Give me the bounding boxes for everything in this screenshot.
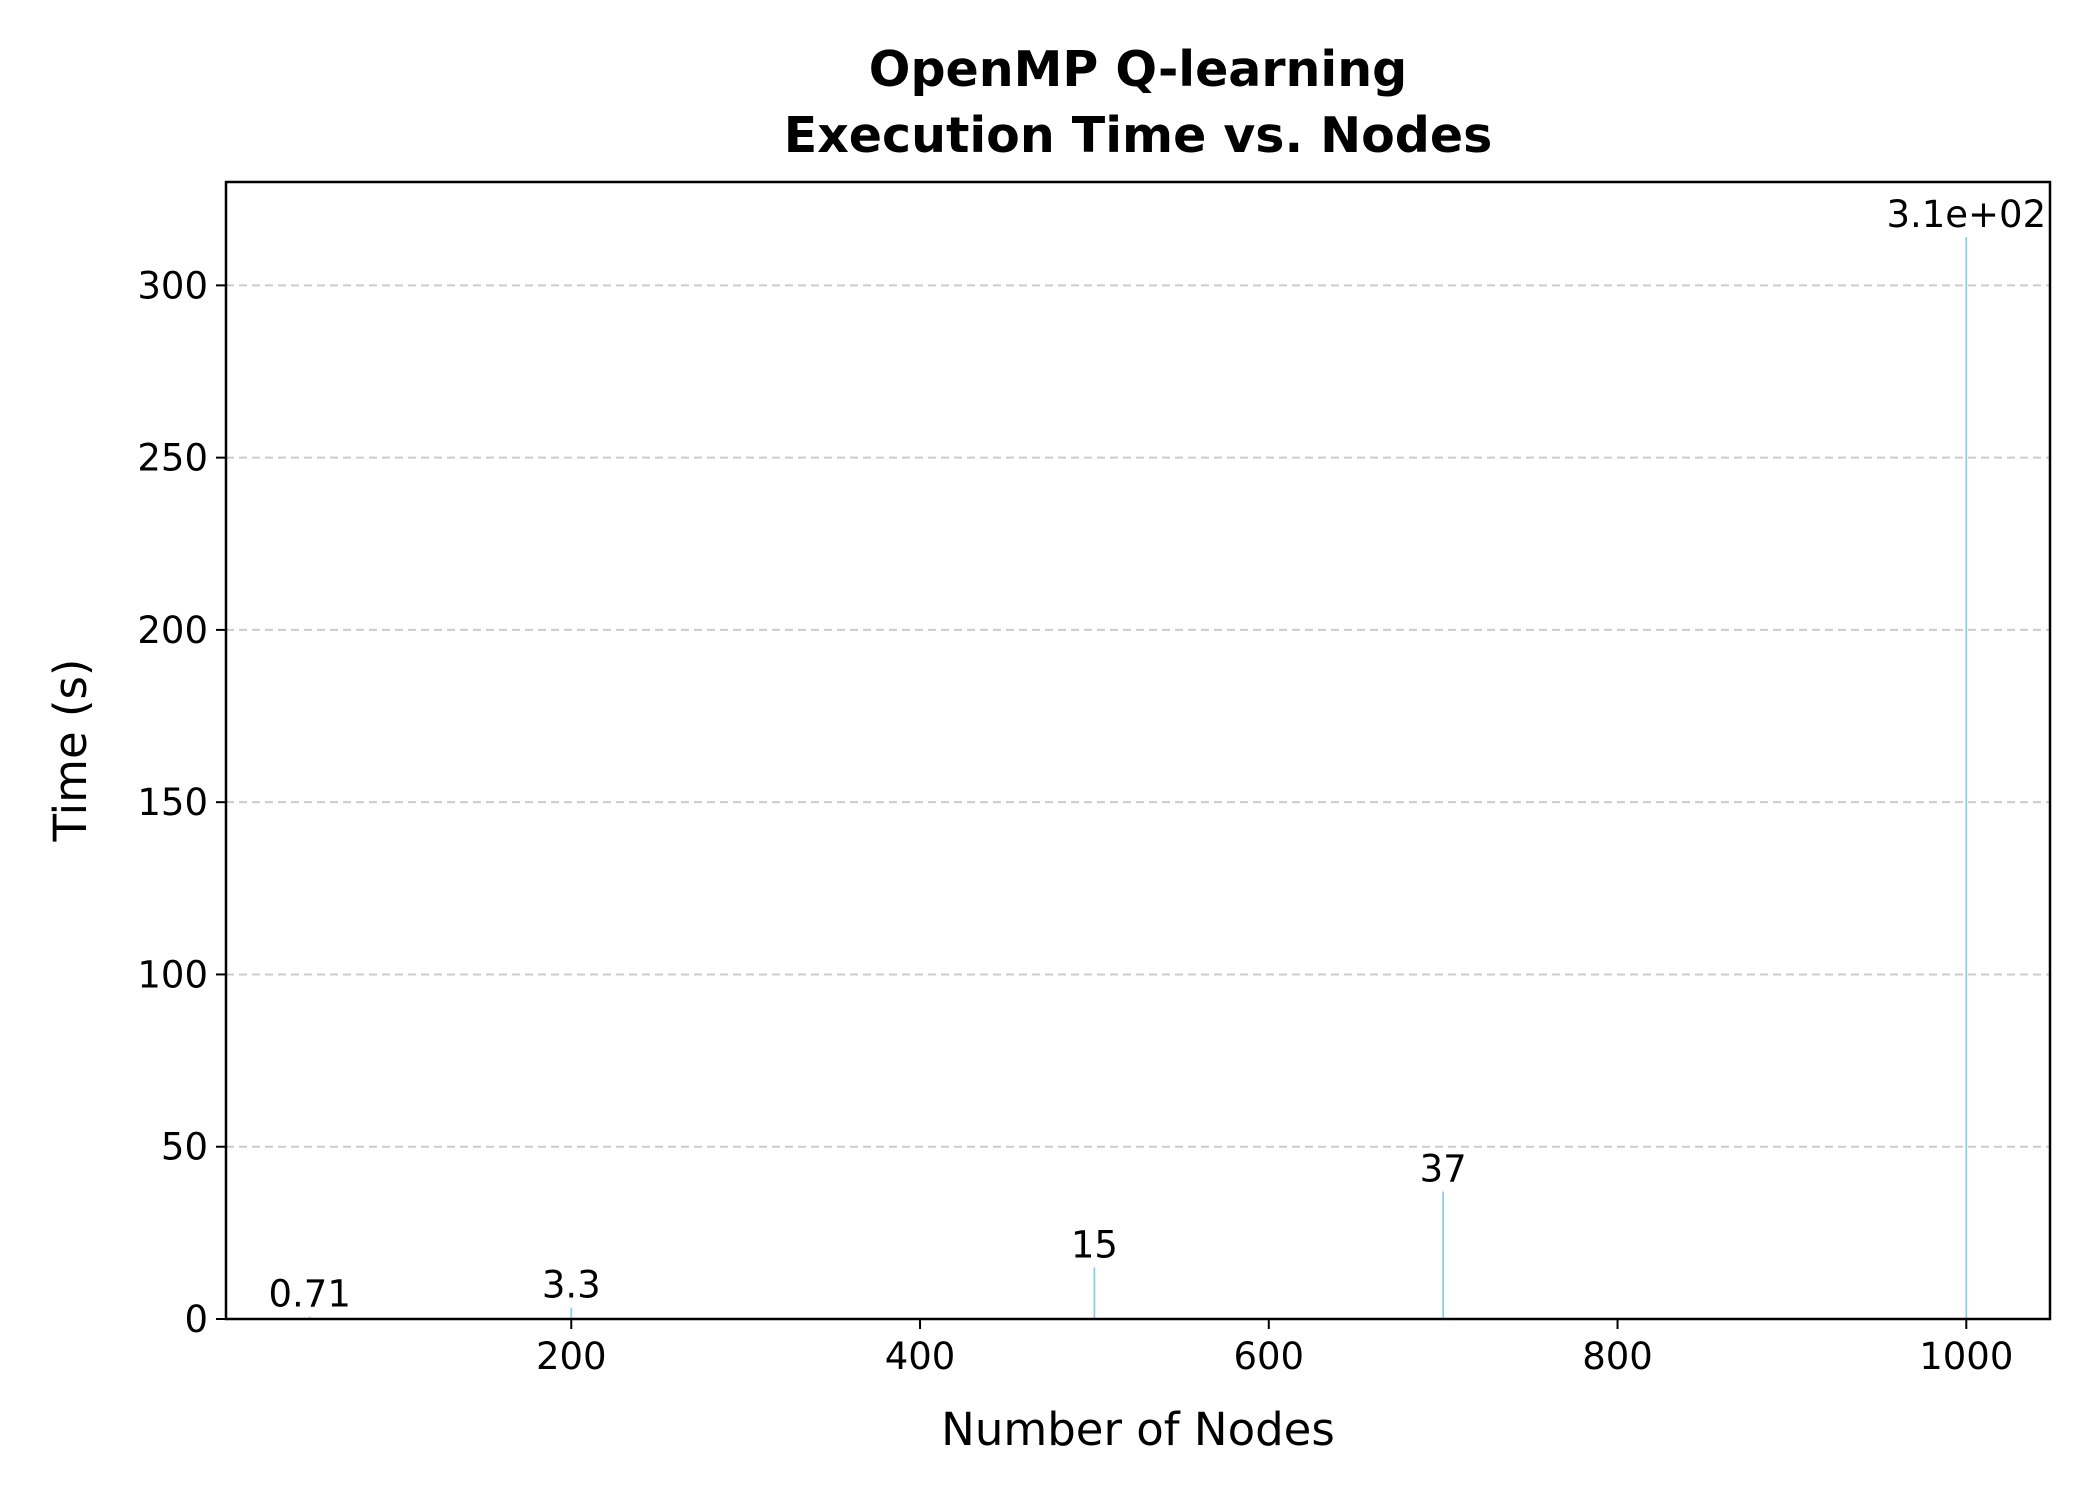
bar [1442,1191,1445,1319]
y-tick-label: 200 [137,609,208,652]
x-tick-label: 800 [1582,1335,1653,1378]
data-label: 37 [1420,1148,1467,1191]
x-tick-label: 1000 [1919,1335,2013,1378]
y-tick-label: 100 [137,953,208,996]
plot-frame [224,180,2052,1321]
data-label: 0.71 [269,1273,351,1316]
data-label: 3.3 [542,1264,601,1307]
data-label: 15 [1071,1223,1118,1266]
y-tick-label: 50 [161,1126,208,1169]
data-label: 3.1e+02 [1886,193,2046,236]
chart-title: Execution Time vs. Nodes [784,107,1493,164]
x-tick-label: 200 [536,1335,607,1378]
x-tick-label: 400 [885,1335,956,1378]
chart-title: OpenMP Q-learning [869,41,1407,98]
y-axis-label: Time (s) [44,659,97,843]
y-tick-label: 300 [137,264,208,307]
bar [570,1307,573,1319]
x-axis-label: Number of Nodes [941,1403,1335,1456]
x-tick-label: 600 [1233,1335,1304,1378]
bar [1093,1267,1096,1319]
y-tick-label: 250 [137,437,208,480]
y-tick-label: 0 [184,1298,208,1341]
bar [1965,237,1968,1319]
y-tick-label: 150 [137,781,208,824]
